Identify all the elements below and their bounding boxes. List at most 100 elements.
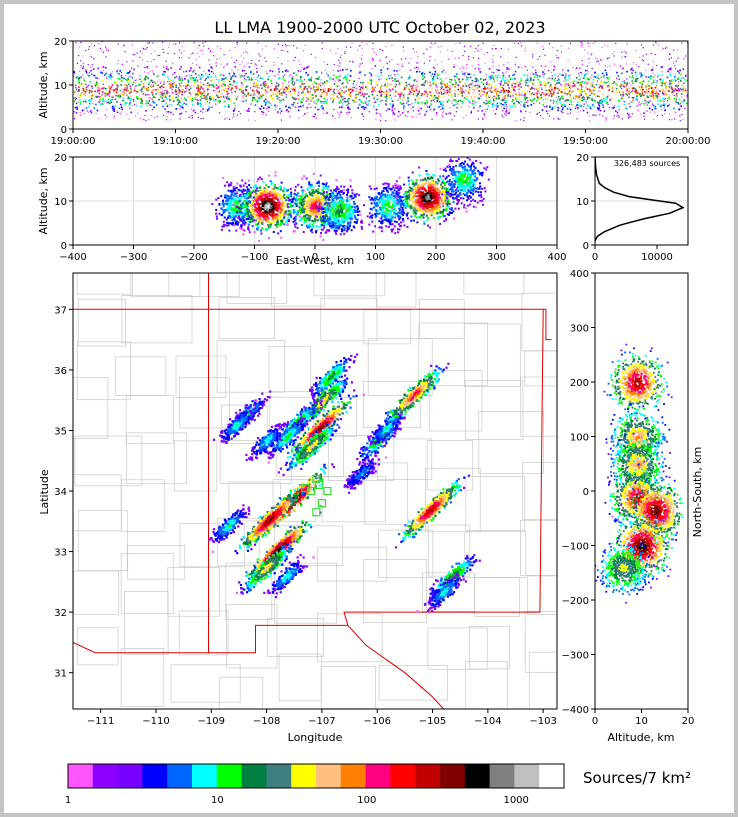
source-point [364,102,367,104]
source-point [639,80,642,83]
source-point [266,196,269,199]
source-point [273,201,276,204]
source-point [558,79,560,81]
source-point [507,94,510,96]
source-point [210,70,213,73]
source-point [580,82,582,84]
source-point [306,97,308,99]
source-point [122,93,124,96]
source-point [386,62,388,64]
source-point [616,71,618,74]
source-point [208,73,210,76]
source-point [591,83,594,86]
source-point [385,56,388,58]
source-point [378,90,381,92]
source-point [283,215,286,218]
source-point [145,88,147,90]
source-point [370,80,373,83]
source-point [79,114,82,117]
source-point [238,110,240,112]
source-point [486,52,488,54]
source-point [278,98,281,101]
source-point [227,103,230,106]
source-point [286,109,288,111]
source-point [173,83,176,86]
source-point [663,81,665,84]
source-point [287,70,289,73]
source-point [249,202,252,204]
source-point [563,85,566,87]
source-point [260,195,263,198]
source-point [203,45,205,47]
source-point [361,94,364,96]
source-point [179,68,181,70]
source-point [385,104,387,106]
source-point [166,91,168,93]
source-point [321,105,323,107]
source-point [339,69,341,71]
source-point [566,108,569,110]
source-point [345,100,347,103]
source-point [121,80,123,82]
source-point [473,103,476,105]
source-point [259,194,262,197]
source-point [321,71,323,73]
source-point [654,86,657,89]
source-point [449,78,451,81]
source-point [256,187,258,190]
source-point [181,106,183,108]
source-point [201,92,203,94]
source-point [362,102,364,104]
source-point [199,99,202,101]
source-point [462,101,464,103]
source-point [557,98,559,100]
source-point [221,202,224,205]
source-point [663,93,665,96]
source-point [145,100,148,103]
source-point [449,81,451,83]
source-point [360,63,362,65]
source-point [241,84,243,86]
source-point [166,116,168,118]
source-point [682,58,685,60]
source-point [203,88,205,91]
source-point [227,184,230,187]
source-point [466,76,468,79]
source-point [222,209,225,212]
source-point [243,66,246,68]
source-point [178,89,181,91]
source-point [501,97,503,100]
source-point [215,215,218,218]
source-point [486,83,488,85]
source-point [436,85,438,87]
source-point [136,52,138,54]
source-point [645,69,647,71]
source-point [251,191,253,194]
source-point [291,96,294,99]
source-point [637,93,640,95]
source-point [580,44,582,46]
source-point [82,89,85,91]
source-point [126,87,128,89]
source-point [185,90,187,92]
source-point [90,43,93,45]
source-point [434,42,436,44]
source-point [155,93,157,95]
source-point [284,79,286,81]
source-point [572,81,574,83]
source-point [441,115,444,118]
source-point [99,101,101,103]
source-point [229,99,231,102]
source-point [227,200,230,203]
source-point [656,81,658,83]
source-point [120,113,122,115]
source-point [317,87,319,89]
source-point [241,217,243,220]
source-point [93,58,95,60]
source-point [89,110,92,112]
source-point [79,99,81,101]
source-point [547,89,549,92]
source-point [145,114,147,116]
source-point [566,94,568,96]
source-point [332,115,334,117]
